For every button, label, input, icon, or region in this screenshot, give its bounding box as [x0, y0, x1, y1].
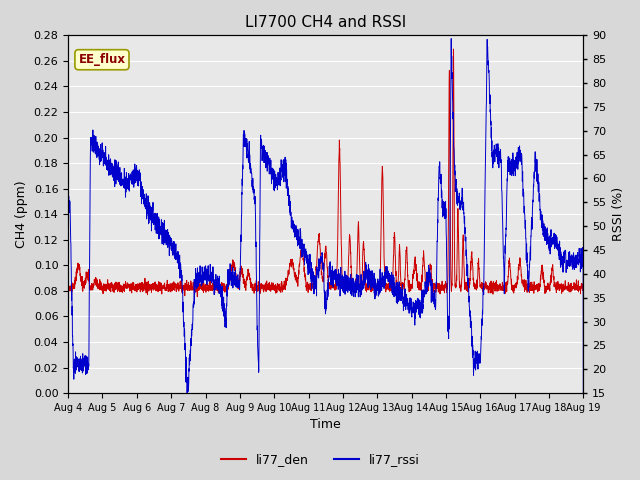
li77_den — [64, 280, 72, 286]
li77_rssi — [154, 222, 161, 228]
li77_rssi — [570, 250, 577, 256]
Y-axis label: RSSI (%): RSSI (%) — [612, 187, 625, 241]
li77_den — [284, 267, 292, 273]
li77_den — [579, 284, 587, 289]
Legend: li77_den, li77_rssi: li77_den, li77_rssi — [216, 448, 424, 471]
Y-axis label: CH4 (ppm): CH4 (ppm) — [15, 180, 28, 248]
Line: li77_rssi: li77_rssi — [68, 38, 583, 393]
Text: EE_flux: EE_flux — [79, 53, 125, 66]
li77_rssi — [183, 390, 191, 396]
li77_den — [449, 46, 457, 52]
li77_den — [154, 283, 161, 289]
X-axis label: Time: Time — [310, 419, 341, 432]
li77_rssi — [284, 193, 292, 199]
li77_den — [514, 274, 522, 280]
li77_rssi — [262, 165, 269, 170]
Title: LI7700 CH4 and RSSI: LI7700 CH4 and RSSI — [245, 15, 406, 30]
li77_rssi — [447, 36, 455, 41]
li77_den — [123, 284, 131, 290]
li77_den — [262, 280, 269, 286]
li77_den — [193, 294, 201, 300]
li77_den — [570, 286, 577, 291]
li77_rssi — [123, 183, 131, 189]
li77_rssi — [64, 199, 72, 204]
li77_rssi — [579, 390, 587, 396]
Line: li77_den: li77_den — [68, 49, 583, 297]
li77_rssi — [514, 155, 522, 160]
